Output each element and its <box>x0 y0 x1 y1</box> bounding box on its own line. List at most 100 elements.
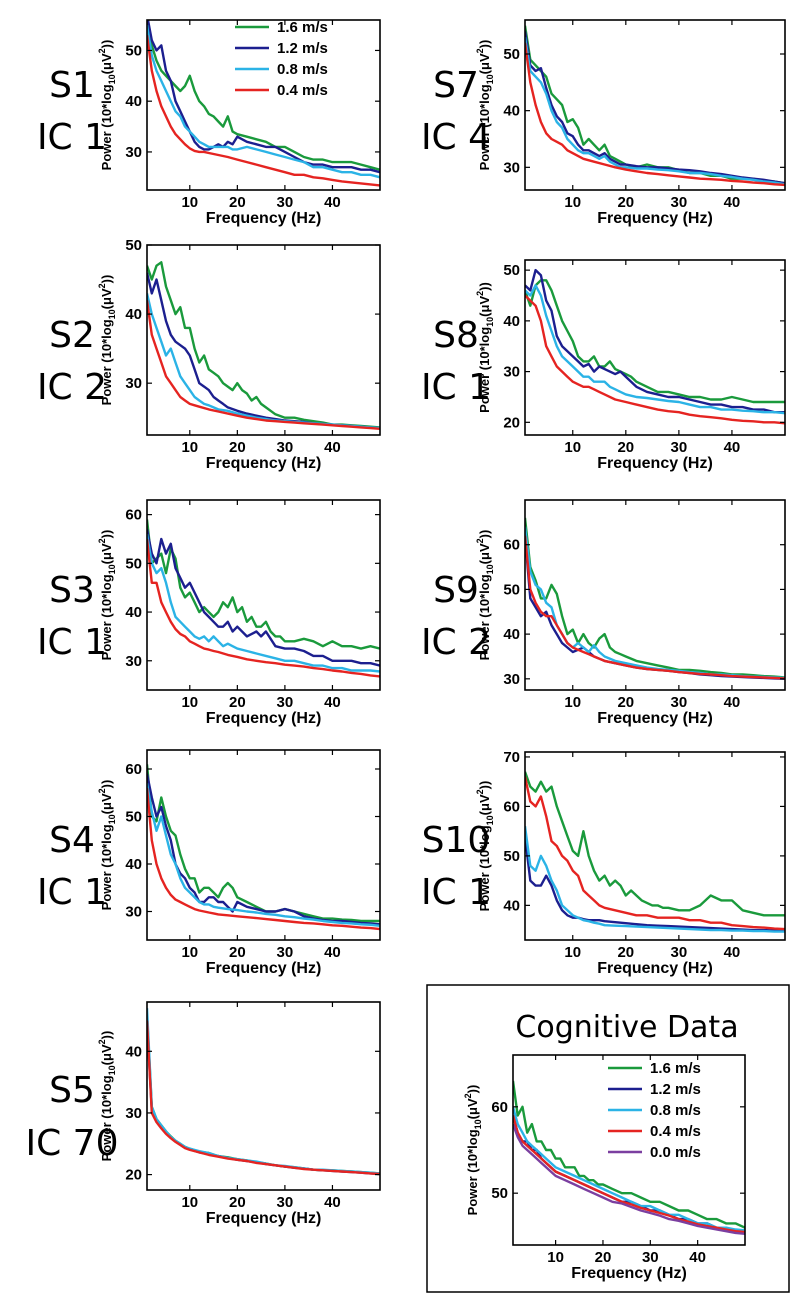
y-tick-label: 50 <box>491 1185 508 1202</box>
legend-label-v0_4: 0.4 m/s <box>650 1123 701 1140</box>
y-axis-label-part: (μV <box>477 794 492 815</box>
y-tick-label: 20 <box>125 1167 142 1184</box>
y-tick-label: 30 <box>503 671 520 688</box>
x-tick-label: 20 <box>617 694 634 711</box>
x-tick-label: 40 <box>324 194 341 211</box>
x-axis-label: Frequency (Hz) <box>597 210 713 227</box>
y-axis-label-part: (μV <box>465 1098 480 1119</box>
y-tick-label: 50 <box>503 581 520 598</box>
y-axis-label: Power (10*log10(μV2)) <box>475 530 495 661</box>
axes-box <box>524 751 786 941</box>
legend-label-v1_6: 1.6 m/s <box>650 1060 701 1077</box>
y-tick-label: 30 <box>503 364 520 381</box>
y-axis-label-part: )) <box>99 1031 114 1040</box>
y-axis-label: Power (10*log10(μV2)) <box>97 780 117 911</box>
y-axis-label-part: Power (10*log <box>99 84 114 170</box>
series-line-v0_8 <box>147 533 380 673</box>
series-line-v1_2 <box>525 835 785 933</box>
series-line-v0_8 <box>147 1008 380 1175</box>
series-line-v0_4 <box>513 1115 745 1234</box>
y-axis-label-part: (μV <box>99 793 114 814</box>
series-line-v1_6 <box>525 279 785 404</box>
y-tick-label: 30 <box>125 375 142 392</box>
y-tick-label: 30 <box>125 1105 142 1122</box>
y-axis-label-part: (μV <box>99 1044 114 1065</box>
y-tick-label: 40 <box>125 306 142 323</box>
y-axis-label-part: (μV <box>477 53 492 74</box>
axes-box <box>146 1001 381 1191</box>
y-tick-label: 50 <box>125 42 142 59</box>
y-tick-label: 30 <box>503 159 520 176</box>
y-axis-label: Power (10*log10(μV2)) <box>97 1031 117 1162</box>
y-tick-label: 50 <box>503 848 520 865</box>
legend-label-v0_8: 0.8 m/s <box>277 61 328 78</box>
y-tick-label: 40 <box>125 93 142 110</box>
series-line-v0_4 <box>525 535 785 680</box>
cognitive-title: Cognitive Data <box>515 1010 738 1045</box>
y-tick-label: 40 <box>503 626 520 643</box>
y-tick-label: 40 <box>503 897 520 914</box>
x-tick-label: 20 <box>617 439 634 456</box>
series-line-v1_6 <box>147 764 380 923</box>
y-axis-label: Power (10*log10(μV2)) <box>97 40 117 171</box>
chart-panel-8: S10 IC 1 10 20 30 40 40 50 60 70 Frequency (Hz) Pow… <box>421 749 786 977</box>
panel-subject-label: S10 <box>422 820 491 861</box>
legend-label-v0_0: 0.0 m/s <box>650 1144 701 1161</box>
series-line-v0_8 <box>525 36 785 186</box>
series-line-v1_2 <box>147 1020 380 1176</box>
y-axis-label-part: Power (10*log <box>99 319 114 405</box>
axes-box <box>524 19 786 191</box>
y-tick-label: 50 <box>503 262 520 279</box>
x-tick-label: 40 <box>689 1249 706 1266</box>
y-axis-label-part: )) <box>465 1085 480 1094</box>
chart-panel-10: Cognitive Data 10 20 30 40 50 60 Frequency (Hz)… <box>463 1010 746 1282</box>
y-tick-label: 60 <box>491 1099 508 1116</box>
x-tick-label: 30 <box>671 944 688 961</box>
x-tick-label: 40 <box>724 694 741 711</box>
cognitive-frame <box>426 984 790 1293</box>
series-line-v0_8 <box>147 24 380 179</box>
series-line-v1_6 <box>147 1014 380 1175</box>
x-tick-label: 10 <box>564 439 581 456</box>
y-tick-label: 40 <box>125 856 142 873</box>
panel-subject-label: S7 <box>433 65 479 106</box>
x-tick-label: 10 <box>564 194 581 211</box>
x-tick-label: 30 <box>277 194 294 211</box>
chart-panel-5: S3 IC 1 10 20 30 40 30 40 50 60 Frequency (Hz) Powe… <box>37 499 381 727</box>
y-tick-label: 50 <box>125 555 142 572</box>
legend-label-v1_2: 1.2 m/s <box>277 40 328 57</box>
x-tick-label: 10 <box>547 1249 564 1266</box>
y-axis-label: Power (10*log10(μV2)) <box>463 1085 483 1216</box>
series-line-v1_2 <box>525 535 785 680</box>
series-line-v1_6 <box>147 20 380 171</box>
x-tick-label: 10 <box>564 694 581 711</box>
x-axis-label: Frequency (Hz) <box>206 455 322 472</box>
y-axis-label-part: Power (10*log <box>465 1129 480 1215</box>
y-axis-label-part: (μV <box>99 53 114 74</box>
legend-label-v1_2: 1.2 m/s <box>650 1081 701 1098</box>
series-line-v0_8 <box>525 826 785 933</box>
x-tick-label: 40 <box>724 194 741 211</box>
axes-box <box>146 244 381 436</box>
x-tick-label: 20 <box>229 944 246 961</box>
y-axis-label-part: 10 <box>485 74 495 84</box>
x-axis-label: Frequency (Hz) <box>597 455 713 472</box>
x-axis-label: Frequency (Hz) <box>206 1210 322 1227</box>
x-tick-label: 20 <box>229 694 246 711</box>
y-axis-label-part: 2 <box>463 1093 473 1098</box>
x-tick-label: 40 <box>324 439 341 456</box>
y-tick-label: 70 <box>503 749 520 766</box>
y-axis-label: Power (10*log10(μV2)) <box>97 275 117 406</box>
chart-panel-3: S2 IC 2 10 20 30 40 30 40 50 Frequency (Hz) Power … <box>37 237 381 472</box>
series-line-v1_6 <box>525 771 785 917</box>
x-tick-label: 10 <box>181 194 198 211</box>
axes-box <box>524 499 786 691</box>
y-axis-label-part: 2 <box>97 283 107 288</box>
x-tick-label: 20 <box>229 194 246 211</box>
panel-component-label: IC 2 <box>37 367 107 408</box>
y-axis-label-part: (μV <box>477 543 492 564</box>
panel-subject-label: S2 <box>49 315 95 356</box>
x-tick-label: 30 <box>671 194 688 211</box>
y-tick-label: 50 <box>503 46 520 63</box>
legend-label-v0_8: 0.8 m/s <box>650 1102 701 1119</box>
